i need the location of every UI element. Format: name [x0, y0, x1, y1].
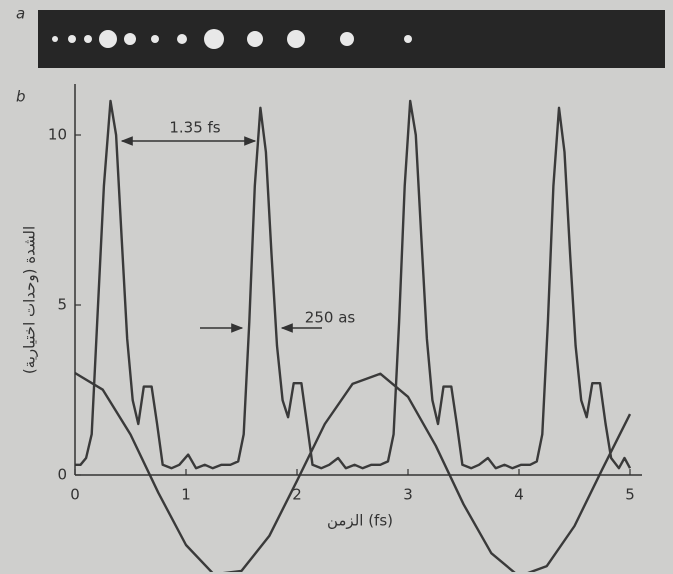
spot: [68, 35, 76, 43]
spot: [340, 32, 354, 46]
x-axis-label: الزمن (fs): [327, 512, 393, 530]
spot: [204, 29, 224, 49]
spot: [99, 30, 117, 48]
chart: a b الشدة (وحدات اختيارية) الزمن (fs) 1.…: [0, 0, 673, 574]
annotation: 1.35 fs: [169, 119, 220, 137]
y-tick-label: 0: [57, 466, 67, 484]
spot: [287, 30, 305, 48]
y-axis-label: الشدة (وحدات اختيارية): [21, 226, 39, 374]
spot: [84, 35, 92, 43]
x-tick-label: 1: [181, 486, 191, 504]
x-tick-label: 5: [625, 486, 635, 504]
y-tick-label: 10: [48, 126, 67, 144]
spot: [247, 31, 263, 47]
x-tick-label: 3: [403, 486, 413, 504]
y-tick-label: 5: [57, 296, 67, 314]
panel-label: a: [16, 5, 25, 23]
annotation: 250 as: [305, 309, 356, 327]
x-tick-label: 2: [292, 486, 302, 504]
spot: [52, 36, 58, 42]
spot: [404, 35, 412, 43]
page: a b الشدة (وحدات اختيارية) الزمن (fs) 1.…: [0, 0, 673, 574]
spot: [177, 34, 187, 44]
x-tick-label: 4: [514, 486, 524, 504]
x-tick-label: 0: [70, 486, 80, 504]
spot: [151, 35, 159, 43]
spot: [124, 33, 136, 45]
panel-label: b: [16, 88, 26, 106]
